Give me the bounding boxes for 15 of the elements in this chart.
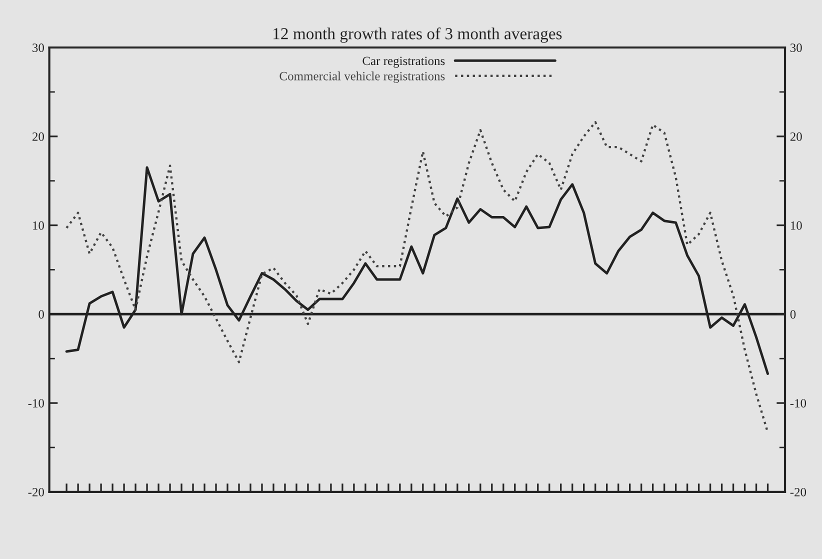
y-tick-label: 10 [33,221,44,230]
y-tick-label: -20 [28,488,44,496]
y2-tick-label: 0 [790,310,796,319]
y2-tick-label: -10 [790,399,806,408]
chart-title: 12 month growth rates of 3 month averages [274,27,562,43]
text: Car registrations [362,56,445,68]
y2-tick-label: -20 [790,488,806,496]
y2-tick-label: 30 [790,44,802,52]
text: Commercial vehicle registrations [280,72,445,83]
y-tick-label: 20 [32,132,44,141]
y2-tick-label: 10 [790,221,802,230]
y-tick-label: 0 [38,310,44,319]
y-tick-label: -10 [28,399,44,408]
y2-tick-label: 20 [790,132,802,141]
y-tick-label: 30 [32,44,44,52]
